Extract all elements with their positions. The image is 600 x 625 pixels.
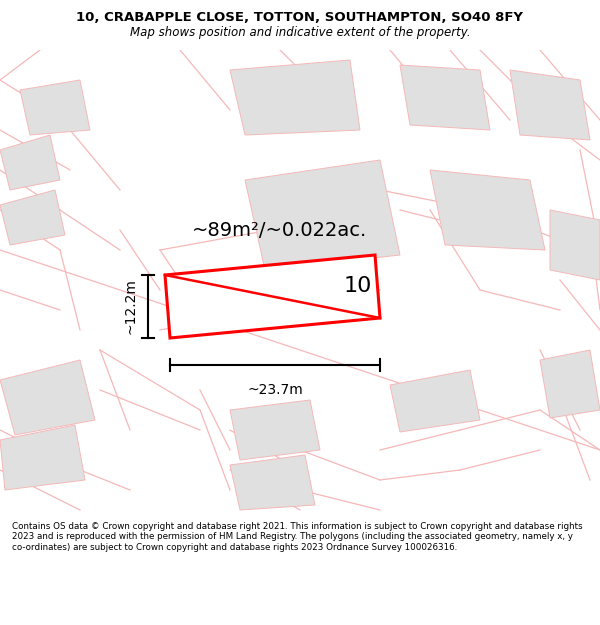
Polygon shape	[390, 370, 480, 432]
Polygon shape	[230, 60, 360, 135]
Text: 10, CRABAPPLE CLOSE, TOTTON, SOUTHAMPTON, SO40 8FY: 10, CRABAPPLE CLOSE, TOTTON, SOUTHAMPTON…	[77, 11, 523, 24]
Polygon shape	[245, 160, 400, 270]
Polygon shape	[510, 70, 590, 140]
Polygon shape	[20, 80, 90, 135]
Polygon shape	[230, 400, 320, 460]
Polygon shape	[0, 190, 65, 245]
Text: 10: 10	[343, 276, 371, 296]
Text: ~23.7m: ~23.7m	[247, 383, 303, 397]
Text: ~12.2m: ~12.2m	[123, 279, 137, 334]
Text: ~89m²/~0.022ac.: ~89m²/~0.022ac.	[193, 221, 368, 239]
Polygon shape	[0, 425, 85, 490]
Polygon shape	[230, 455, 315, 510]
Text: Map shows position and indicative extent of the property.: Map shows position and indicative extent…	[130, 26, 470, 39]
Polygon shape	[165, 255, 380, 338]
Text: Contains OS data © Crown copyright and database right 2021. This information is : Contains OS data © Crown copyright and d…	[12, 522, 583, 552]
Polygon shape	[0, 135, 60, 190]
Polygon shape	[540, 350, 600, 418]
Polygon shape	[550, 210, 600, 280]
Polygon shape	[430, 170, 545, 250]
Polygon shape	[0, 360, 95, 435]
Polygon shape	[400, 65, 490, 130]
